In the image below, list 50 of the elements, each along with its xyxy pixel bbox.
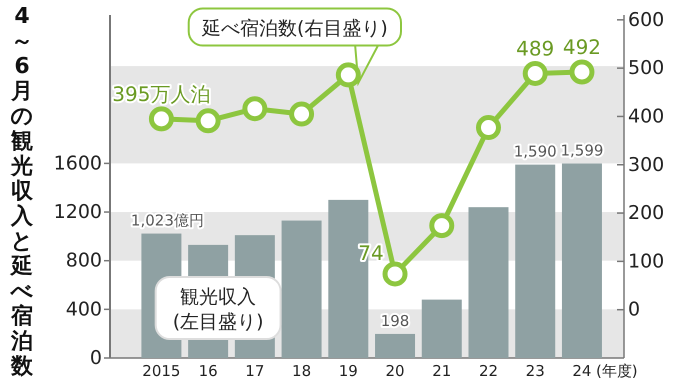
bar <box>515 164 556 358</box>
data-label: 1,590 <box>514 142 557 161</box>
data-label: 1,023億円 <box>130 212 204 230</box>
x-tick-label: 19 <box>338 362 358 380</box>
y2-tick-label: 0 <box>628 298 640 321</box>
data-label: 395万人泊 <box>112 82 210 106</box>
text: 延べ宿泊数(右目盛り) <box>200 18 388 40</box>
x-tick-label: 24 <box>572 362 592 380</box>
point <box>429 213 454 238</box>
data-label: 1,599 <box>560 142 604 160</box>
y-tick-label: 800 <box>66 250 102 272</box>
point <box>569 60 594 85</box>
y2-tick-label: 100 <box>628 250 664 272</box>
x-tick-label: 23 <box>526 362 545 380</box>
point <box>289 102 314 127</box>
x-tick-label: 2015 <box>142 362 180 380</box>
y2-tick-label: 600 <box>628 8 664 31</box>
y-tick-label: 1600 <box>54 152 102 174</box>
point <box>522 60 548 86</box>
point <box>382 261 408 286</box>
point <box>196 108 221 134</box>
x-tick-label: 22 <box>478 362 498 380</box>
point <box>148 106 174 132</box>
bar <box>562 164 602 358</box>
x-tick-label: 17 <box>245 362 264 380</box>
bar <box>375 334 416 358</box>
data-label: 198 <box>380 312 410 330</box>
point <box>242 96 268 122</box>
y2-tick-label: 200 <box>628 202 664 224</box>
bar <box>422 300 462 358</box>
point <box>336 62 361 88</box>
x-tick-label: 18 <box>292 362 312 380</box>
y2-tick-label: 300 <box>628 154 664 176</box>
data-label: 489 <box>516 36 554 60</box>
x-tick-label: 16 <box>198 362 218 380</box>
point <box>476 115 501 140</box>
y-tick-label: 400 <box>66 298 102 320</box>
x-axis-title: (年度) <box>596 362 638 380</box>
data-label: 492 <box>562 35 602 60</box>
bar <box>282 220 322 358</box>
series-label: 観光収入(左目盛り) <box>172 286 264 333</box>
y2-tick-label: 500 <box>628 57 664 80</box>
y2-tick-label: 400 <box>628 105 664 128</box>
y-tick-label: 0 <box>90 347 102 369</box>
y-tick-label: 1200 <box>54 201 102 224</box>
data-label: 74 <box>358 240 384 265</box>
x-tick-label: 21 <box>432 362 452 380</box>
x-tick-label: 20 <box>385 362 405 380</box>
chart-title: 4～6月の観光収入と延べ宿泊数 <box>10 4 34 379</box>
bar <box>468 207 508 358</box>
